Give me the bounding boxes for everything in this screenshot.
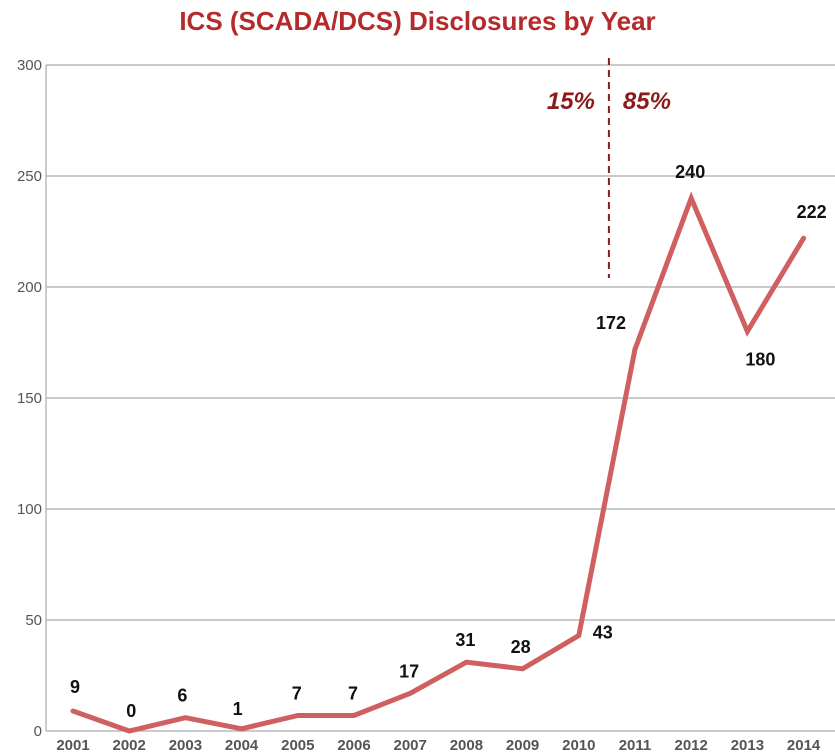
data-label: 43 [593, 623, 613, 643]
data-label: 6 [177, 686, 187, 706]
y-axis-ticks: 0 50 100 150 200 250 300 [17, 57, 42, 740]
x-tick-label: 2001 [56, 737, 89, 754]
x-tick-label: 2006 [337, 737, 370, 754]
data-label: 17 [399, 661, 419, 681]
x-tick-label: 2012 [675, 737, 708, 754]
y-tick-label: 200 [17, 279, 42, 296]
series-group [70, 191, 807, 734]
data-label: 7 [292, 683, 302, 703]
x-tick-label: 2009 [506, 737, 539, 754]
x-tick-label: 2004 [225, 737, 259, 754]
y-tick-label: 150 [17, 390, 42, 407]
x-tick-label: 2011 [619, 737, 652, 754]
series-line [70, 191, 807, 734]
data-label: 7 [348, 683, 358, 703]
x-tick-label: 2010 [562, 737, 595, 754]
x-tick-label: 2005 [281, 737, 314, 754]
y-tick-label: 100 [17, 501, 42, 518]
data-label: 222 [797, 202, 827, 222]
data-label: 240 [675, 162, 705, 182]
x-tick-label: 2003 [169, 737, 202, 754]
share-right-label: 85% [623, 88, 671, 115]
data-label: 31 [455, 630, 475, 650]
x-tick-label: 2007 [394, 737, 427, 754]
x-tick-label: 2002 [113, 737, 146, 754]
data-label: 9 [70, 677, 80, 697]
share-left-label: 15% [547, 88, 595, 115]
data-label: 180 [745, 349, 775, 369]
divider-group: 15% 85% [547, 58, 671, 278]
data-label: 172 [596, 313, 626, 333]
y-tick-label: 50 [25, 612, 42, 629]
data-label: 0 [126, 701, 136, 721]
y-tick-label: 250 [17, 168, 42, 185]
x-tick-label: 2013 [731, 737, 764, 754]
x-tick-label: 2008 [450, 737, 483, 754]
data-label: 28 [511, 637, 531, 657]
y-tick-label: 0 [34, 723, 42, 740]
data-label: 1 [233, 699, 243, 719]
x-tick-label: 2014 [787, 737, 821, 754]
y-tick-label: 300 [17, 57, 42, 74]
chart-title: ICS (SCADA/DCS) Disclosures by Year [179, 6, 656, 36]
gridlines [45, 64, 835, 732]
x-axis-ticks: 2001 2002 2003 2004 2005 2006 2007 2008 2009 2010… [56, 737, 821, 754]
